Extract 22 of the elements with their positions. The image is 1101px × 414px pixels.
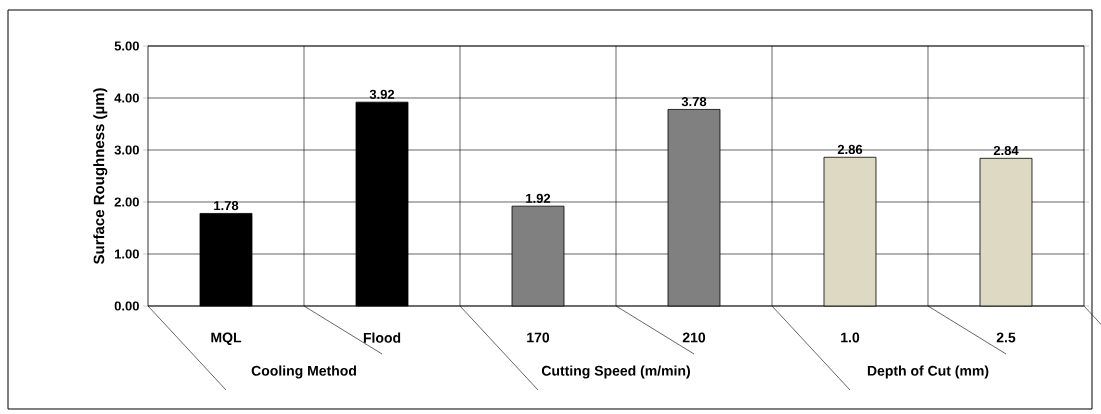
y-tick-label: 0.00 — [114, 301, 139, 311]
data-label: 1.92 — [526, 193, 551, 203]
x-tick-label: Flood — [363, 332, 401, 343]
x-tick-label: 1.0 — [841, 332, 860, 343]
data-label: 1.78 — [214, 201, 239, 211]
x-tick-label: 170 — [527, 332, 550, 343]
y-tick-label: 3.00 — [114, 145, 139, 155]
x-tick-label: 210 — [682, 332, 706, 343]
text: Cooling Method — [251, 365, 356, 379]
data-label: 3.92 — [369, 89, 395, 99]
data-label: 3.78 — [681, 97, 707, 107]
y-tick-label: 1.00 — [114, 249, 139, 259]
x-tick-label: MQL — [211, 332, 242, 346]
text: Cutting Speed (m/min) — [541, 365, 690, 379]
data-label: 2.86 — [837, 144, 863, 155]
x-tick-label: 2.5 — [996, 332, 1016, 343]
data-label: 2.84 — [993, 145, 1019, 156]
y-axis-title: Surface Roughness (µm) — [93, 88, 108, 265]
y-tick-label: 5.00 — [114, 41, 139, 51]
y-tick-label: 2.00 — [114, 197, 139, 207]
text: Depth of Cut (mm) — [867, 365, 989, 379]
y-tick-label: 4.00 — [114, 93, 139, 103]
